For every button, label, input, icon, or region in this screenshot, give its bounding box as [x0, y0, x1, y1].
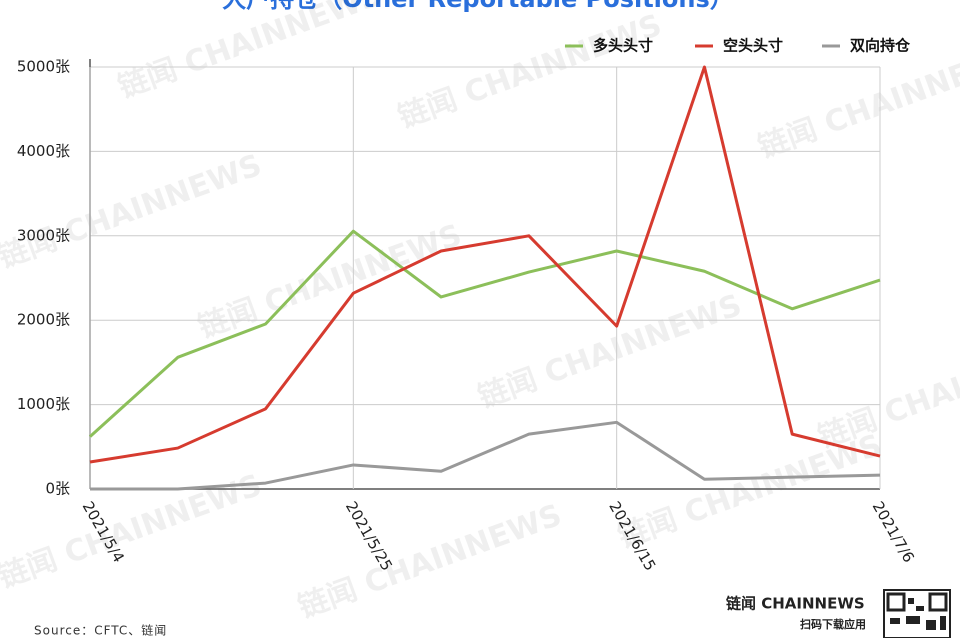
watermark: 链闻 CHAINNEWS — [814, 328, 960, 456]
legend-label: 双向持仓 — [850, 37, 911, 55]
series-line — [89, 65, 881, 464]
watermark: 链闻 CHAINNEWS — [294, 498, 567, 626]
qr-code — [883, 589, 951, 638]
brand: 链闻 CHAINNEWS — [726, 595, 865, 613]
watermark: 链闻 CHAINNEWS — [0, 148, 266, 276]
brand-caption: 扫码下载应用 — [800, 617, 866, 631]
y-tick-label: 1000张 — [17, 395, 70, 413]
watermark: 链闻 CHAINNEWS — [754, 38, 960, 166]
y-tick-label: 0张 — [45, 480, 70, 498]
chart-title: 大户持仓（Other Reportable Positions） — [222, 0, 734, 13]
x-tick-label: 2021/7/6 — [869, 498, 918, 565]
y-tick-label: 3000张 — [17, 226, 70, 244]
y-tick-label: 2000张 — [17, 311, 70, 329]
y-tick-label: 5000张 — [17, 58, 70, 76]
x-tick-label: 2021/5/25 — [342, 498, 396, 574]
watermark: 链闻 CHAINNEWS — [474, 288, 747, 416]
y-tick-label: 4000张 — [17, 142, 70, 160]
legend-label: 多头头寸 — [593, 37, 653, 55]
watermark: 链闻 CHAINNEWS — [394, 8, 667, 136]
legend-label: 空头头寸 — [723, 37, 783, 55]
series-line — [90, 420, 881, 491]
watermark: 链闻 CHAINNEWS — [114, 0, 387, 106]
series-line — [88, 229, 881, 438]
source: Source：CFTC、链闻 — [34, 623, 167, 638]
